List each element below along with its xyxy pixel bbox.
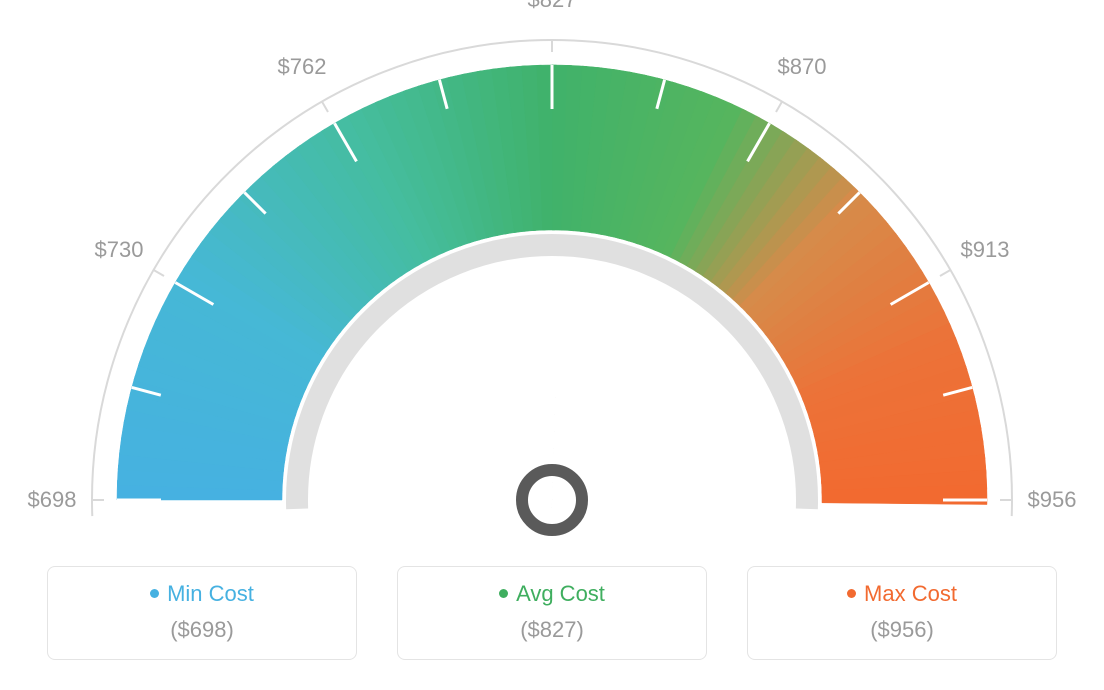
legend-card-min: Min Cost ($698) <box>47 566 357 660</box>
dot-icon <box>499 589 508 598</box>
legend-max-label: Max Cost <box>864 581 957 606</box>
gauge-tick-label: $730 <box>95 237 144 263</box>
gauge-tick-label: $870 <box>778 54 827 80</box>
dot-icon <box>847 589 856 598</box>
gauge-tick-label: $913 <box>961 237 1010 263</box>
legend-max-value: ($956) <box>758 617 1046 643</box>
gauge-tick-label: $762 <box>278 54 327 80</box>
legend-card-max: Max Cost ($956) <box>747 566 1057 660</box>
legend-card-avg: Avg Cost ($827) <box>397 566 707 660</box>
legend-avg-title: Avg Cost <box>408 581 696 607</box>
gauge-tick-label: $956 <box>1028 487 1077 513</box>
legend-row: Min Cost ($698) Avg Cost ($827) Max Cost… <box>0 566 1104 660</box>
legend-avg-value: ($827) <box>408 617 696 643</box>
gauge-tick-label: $698 <box>28 487 77 513</box>
legend-min-value: ($698) <box>58 617 346 643</box>
legend-avg-label: Avg Cost <box>516 581 605 606</box>
legend-max-title: Max Cost <box>758 581 1046 607</box>
gauge-chart: $698 $730 $762 $827 $870 $913 $956 <box>0 0 1104 550</box>
dot-icon <box>150 589 159 598</box>
gauge-svg <box>0 0 1104 550</box>
legend-min-label: Min Cost <box>167 581 254 606</box>
gauge-tick-label: $827 <box>528 0 577 13</box>
legend-min-title: Min Cost <box>58 581 346 607</box>
